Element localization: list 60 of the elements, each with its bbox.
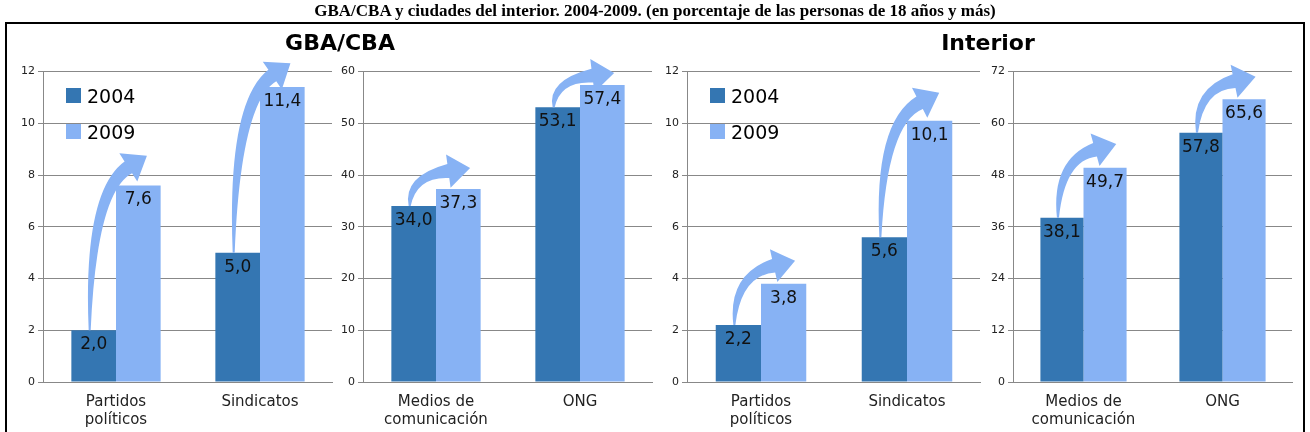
- y-tick-label: 8: [672, 167, 679, 181]
- chart-title: Interior: [940, 30, 1036, 55]
- legend-label: 2009: [86, 120, 136, 143]
- data-label: 57,8: [1182, 135, 1220, 156]
- y-tick-label: 60: [341, 64, 355, 78]
- legend-label: 2004: [86, 84, 136, 107]
- y-tick-label: 72: [991, 64, 1005, 78]
- y-tick-label: 48: [991, 167, 1005, 181]
- y-tick-label: 36: [991, 219, 1005, 233]
- x-tick-label: Sindicatos: [868, 391, 946, 410]
- legend-label: 2009: [730, 120, 780, 143]
- y-tick-label: 8: [28, 167, 35, 181]
- y-tick-label: 4: [28, 271, 35, 285]
- data-label: 37,3: [439, 191, 478, 212]
- y-tick-label: 0: [998, 374, 1005, 388]
- y-tick-label: 6: [28, 219, 35, 233]
- y-tick-label: 0: [672, 374, 679, 388]
- y-tick-label: 10: [665, 116, 679, 130]
- y-tick-label: 10: [341, 323, 355, 337]
- data-label: 11,4: [263, 90, 302, 111]
- y-tick-label: 12: [991, 323, 1005, 337]
- y-tick-label: 0: [348, 374, 355, 388]
- data-label: 7,6: [124, 188, 152, 209]
- y-tick-label: 24: [991, 271, 1005, 285]
- text: GBA/CBA y ciudades del interior. 2004-2009. (en porcentaje de las personas de 18 años y más): [313, 1, 997, 21]
- x-tick-label: Medios de comunicación: [384, 391, 488, 428]
- y-tick-label: 10: [21, 116, 35, 130]
- x-tick-label: Medios de comunicación: [1031, 391, 1136, 428]
- x-tick-label: Sindicatos: [221, 391, 299, 410]
- y-tick-label: 20: [341, 271, 355, 285]
- data-label: 65,6: [1225, 102, 1263, 123]
- y-tick-label: 30: [341, 219, 355, 233]
- legend-label: 2004: [730, 84, 780, 107]
- data-label: 5,0: [224, 255, 252, 276]
- data-label: 53,1: [538, 110, 577, 131]
- y-tick-label: 0: [28, 374, 35, 388]
- chart-title: GBA/CBA: [284, 30, 396, 55]
- y-tick-label: 4: [672, 271, 679, 285]
- data-label: 49,7: [1086, 170, 1124, 191]
- y-tick-label: 50: [341, 116, 355, 130]
- x-tick-label: Partidos políticos: [84, 391, 148, 428]
- data-label: 2,0: [80, 333, 108, 354]
- x-tick-label: ONG: [1205, 391, 1240, 410]
- data-label: 34,0: [394, 209, 433, 230]
- data-label: 57,4: [583, 87, 622, 108]
- data-label: 2,2: [724, 328, 752, 349]
- y-tick-label: 6: [672, 219, 679, 233]
- y-tick-label: 60: [991, 116, 1005, 130]
- y-tick-label: 2: [672, 323, 679, 337]
- y-tick-label: 40: [341, 167, 355, 181]
- y-tick-label: 12: [665, 64, 679, 78]
- y-tick-label: 2: [28, 323, 35, 337]
- x-tick-label: Partidos políticos: [729, 391, 793, 428]
- data-label: 38,1: [1043, 220, 1081, 241]
- x-tick-label: ONG: [562, 391, 598, 410]
- y-tick-label: 12: [21, 64, 35, 78]
- data-label: 10,1: [910, 123, 949, 144]
- data-label: 5,6: [870, 240, 898, 261]
- data-label: 3,8: [770, 286, 798, 307]
- bar: [71, 330, 116, 382]
